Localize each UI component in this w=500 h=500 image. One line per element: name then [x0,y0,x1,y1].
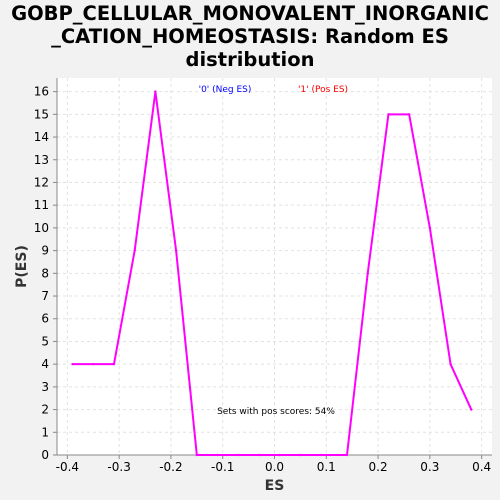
y-tick-label: 11 [34,198,49,212]
y-tick-label: 6 [41,312,49,326]
y-tick-label: 14 [34,130,49,144]
x-tick-label: -0.2 [159,460,182,474]
y-tick-label: 0 [41,448,49,462]
y-tick-label: 16 [34,85,49,99]
y-tick-label: 10 [34,221,49,235]
data-point [154,90,157,93]
y-tick-label: 8 [41,266,49,280]
data-point [345,453,349,457]
data-point [92,362,95,366]
data-point [278,453,281,457]
x-tick-label: 0.0 [265,460,284,474]
x-tick-label: -0.1 [211,460,234,474]
data-point [195,453,199,457]
chart-title-line-3: distribution [185,48,315,71]
data-point [112,362,116,366]
data-point [71,362,74,366]
chart-title-line-1: GOBP_CELLULAR_MONOVALENT_INORGANIC [11,2,489,25]
chart-title: GOBP_CELLULAR_MONOVALENT_INORGANIC _CATI… [0,2,500,71]
x-tick-label: 0.1 [317,460,336,474]
x-tick-label: 0.3 [420,460,439,474]
x-tick-label: 0.2 [369,460,388,474]
y-tick-label: 7 [41,289,49,303]
y-tick-label: 12 [34,175,49,189]
data-point [299,453,302,457]
data-point [237,453,240,457]
data-point [174,249,178,252]
x-axis-label: ES [265,478,285,494]
chart-title-line-2: _CATION_HOMEOSTASIS: Random ES [51,25,449,48]
data-point [133,249,136,252]
x-tick-label: 0.4 [472,460,491,474]
series-line [72,90,473,456]
y-tick-label: 15 [34,107,49,121]
y-tick-label: 1 [41,425,49,439]
data-point [470,408,473,411]
data-point [407,113,411,116]
data-point [428,226,432,230]
data-point [387,113,390,116]
x-tick-label: -0.3 [107,460,130,474]
data-point [449,362,452,366]
data-point [319,453,323,457]
legend-entry-pos: '1' (Pos ES) [298,85,348,95]
data-point [366,272,369,275]
y-tick-label: 9 [41,244,49,258]
y-axis-label: P(ES) [14,245,30,288]
y-tick-label: 3 [41,380,49,394]
data-point [216,453,219,457]
pos-scores-annotation: Sets with pos scores: 54% [217,407,335,417]
x-tick-label: -0.4 [56,460,79,474]
y-tick-label: 13 [34,153,49,167]
y-tick-label: 2 [41,403,49,417]
legend-entry-neg: '0' (Neg ES) [199,85,252,95]
y-tick-label: 4 [41,357,49,371]
y-tick-label: 5 [41,334,49,348]
data-point [257,453,261,457]
